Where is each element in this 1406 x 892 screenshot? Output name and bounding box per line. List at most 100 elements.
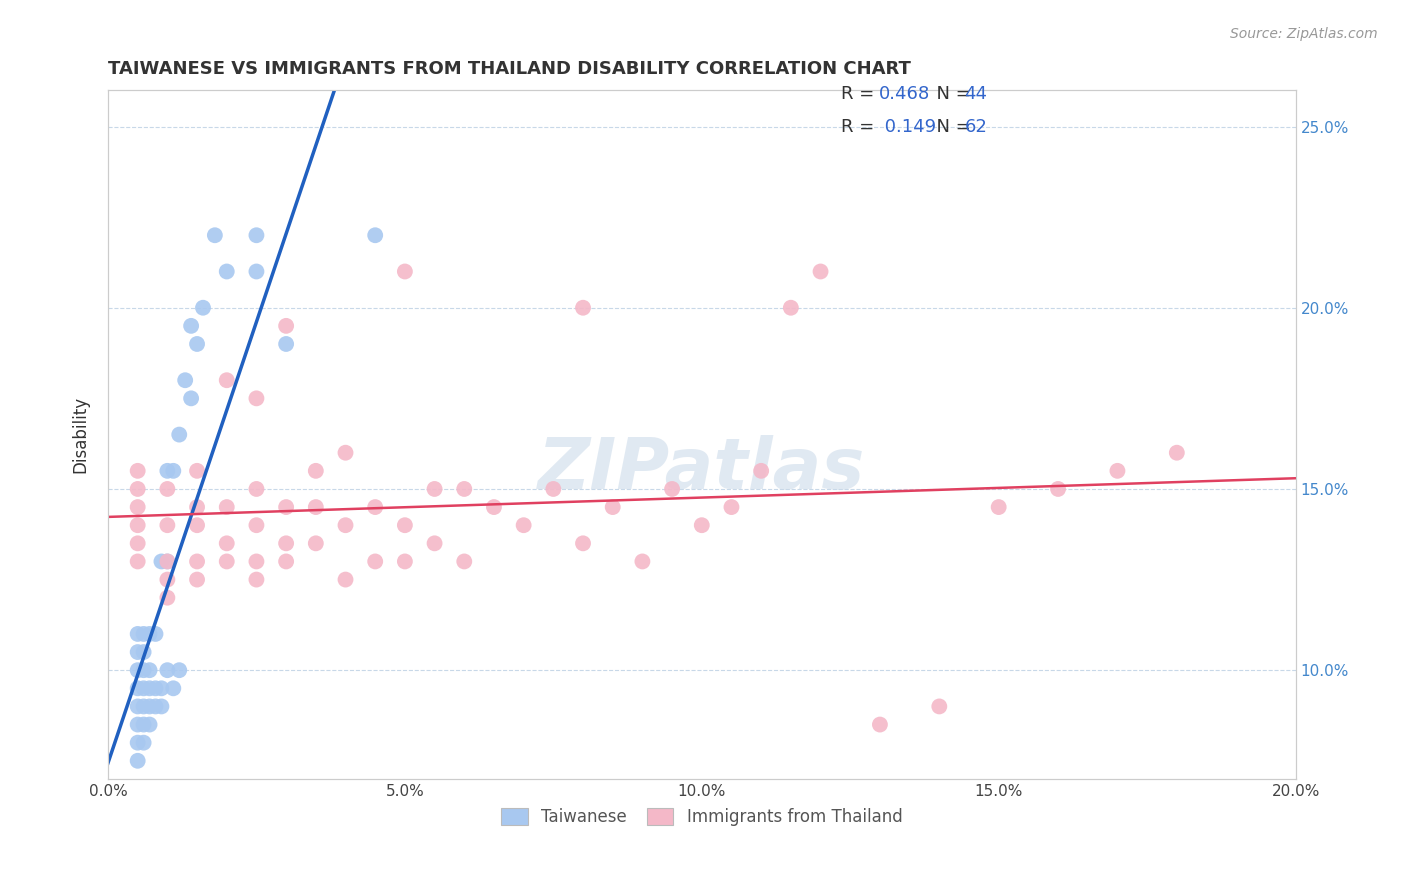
Point [156, 554, 179, 568]
Point [186, 500, 208, 514]
Point [186, 554, 208, 568]
Point [245, 264, 267, 278]
Point [215, 536, 238, 550]
Point [145, 627, 167, 641]
Point [602, 500, 624, 514]
Text: R =: R = [841, 85, 880, 103]
Point [453, 554, 475, 568]
Point [215, 554, 238, 568]
Point [394, 264, 416, 278]
Point [245, 482, 267, 496]
Point [180, 318, 202, 333]
Point [276, 318, 298, 333]
Point [132, 645, 155, 659]
Point [245, 392, 267, 406]
Point [572, 536, 595, 550]
Point [138, 663, 160, 677]
Point [720, 500, 742, 514]
Point [150, 699, 173, 714]
Text: 0.468: 0.468 [879, 85, 929, 103]
Point [132, 717, 155, 731]
Point [305, 464, 328, 478]
Text: N =: N = [925, 85, 977, 103]
Text: N =: N = [925, 118, 977, 136]
Point [364, 554, 387, 568]
Point [512, 518, 534, 533]
Point [127, 482, 149, 496]
Point [132, 663, 155, 677]
Point [572, 301, 595, 315]
Point [869, 717, 891, 731]
Point [167, 427, 190, 442]
Point [543, 482, 565, 496]
Point [156, 464, 179, 478]
Legend: Taiwanese, Immigrants from Thailand: Taiwanese, Immigrants from Thailand [495, 801, 910, 832]
Point [482, 500, 505, 514]
Point [305, 536, 328, 550]
Point [335, 518, 357, 533]
Point [191, 301, 214, 315]
Point [138, 627, 160, 641]
Text: 44: 44 [965, 85, 987, 103]
Point [145, 681, 167, 696]
Point [127, 699, 149, 714]
Point [127, 754, 149, 768]
Point [127, 500, 149, 514]
Point [132, 736, 155, 750]
Point [127, 717, 149, 731]
Point [127, 536, 149, 550]
Point [132, 681, 155, 696]
Point [186, 464, 208, 478]
Point [145, 699, 167, 714]
Point [453, 482, 475, 496]
Y-axis label: Disability: Disability [72, 396, 89, 473]
Text: 0.149: 0.149 [879, 118, 936, 136]
Point [1166, 446, 1188, 460]
Point [245, 518, 267, 533]
Point [690, 518, 713, 533]
Point [156, 663, 179, 677]
Point [127, 736, 149, 750]
Point [987, 500, 1010, 514]
Point [180, 392, 202, 406]
Point [138, 681, 160, 696]
Point [132, 699, 155, 714]
Text: TAIWANESE VS IMMIGRANTS FROM THAILAND DISABILITY CORRELATION CHART: TAIWANESE VS IMMIGRANTS FROM THAILAND DI… [108, 60, 911, 78]
Point [245, 573, 267, 587]
Point [127, 554, 149, 568]
Point [245, 554, 267, 568]
Point [335, 573, 357, 587]
Text: 62: 62 [965, 118, 987, 136]
Point [661, 482, 683, 496]
Text: Source: ZipAtlas.com: Source: ZipAtlas.com [1230, 27, 1378, 41]
Point [150, 681, 173, 696]
Point [779, 301, 801, 315]
Point [156, 482, 179, 496]
Point [174, 373, 197, 387]
Point [394, 554, 416, 568]
Point [335, 446, 357, 460]
Point [749, 464, 772, 478]
Point [127, 627, 149, 641]
Point [245, 228, 267, 243]
Point [215, 500, 238, 514]
Point [186, 573, 208, 587]
Point [215, 264, 238, 278]
Point [186, 518, 208, 533]
Point [138, 699, 160, 714]
Point [162, 681, 184, 696]
Point [204, 228, 226, 243]
Point [127, 645, 149, 659]
Point [186, 337, 208, 351]
Point [928, 699, 950, 714]
Point [156, 591, 179, 605]
Point [276, 500, 298, 514]
Point [132, 627, 155, 641]
Point [394, 518, 416, 533]
Point [127, 464, 149, 478]
Point [305, 500, 328, 514]
Point [1047, 482, 1070, 496]
Point [276, 536, 298, 550]
Point [167, 663, 190, 677]
Point [138, 717, 160, 731]
